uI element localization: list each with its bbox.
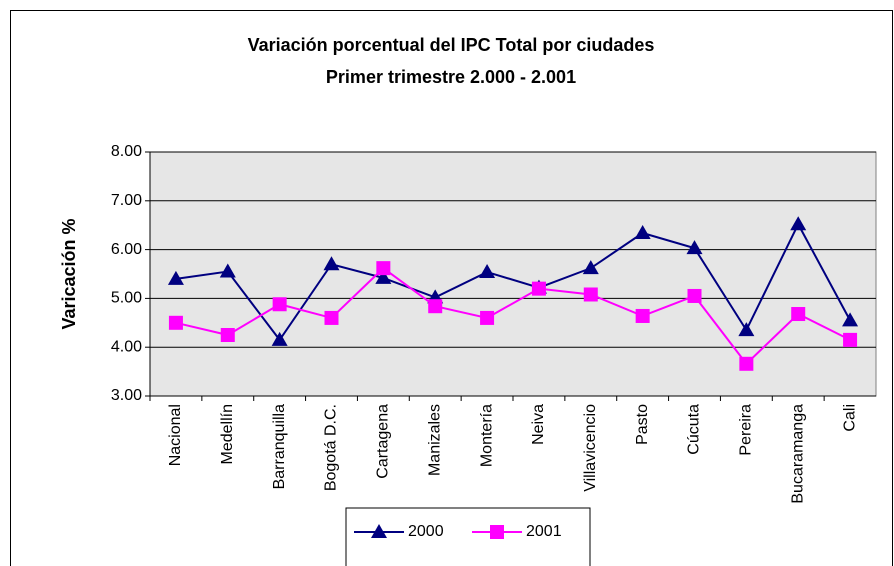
- marker: [634, 225, 651, 240]
- marker: [219, 263, 236, 278]
- plot-area: [149, 151, 877, 397]
- marker: [479, 264, 496, 279]
- marker: [686, 240, 703, 255]
- marker: [739, 356, 754, 371]
- marker: [272, 297, 287, 312]
- x-tick-label: Manizales: [426, 404, 443, 476]
- series-line: [175, 222, 851, 342]
- legend-marker: [371, 524, 387, 538]
- y-tick-label: 3.00: [111, 387, 142, 404]
- x-tick-label: Bogotá D.C.: [323, 404, 340, 491]
- x-tick-label: Montería: [478, 404, 495, 467]
- legend-marker: [490, 525, 504, 539]
- marker: [323, 256, 340, 271]
- y-tick-label: 5.00: [111, 290, 142, 307]
- x-tick-label: Bucaramanga: [789, 404, 806, 504]
- marker: [324, 310, 339, 325]
- marker: [843, 332, 858, 347]
- x-tick-label: Villavicencio: [582, 404, 599, 492]
- x-tick-label: Nacional: [167, 404, 184, 466]
- x-tick-label: Neiva: [530, 404, 547, 445]
- marker: [842, 312, 859, 327]
- x-tick-label: Cali: [841, 404, 858, 432]
- legend-box: [345, 507, 591, 566]
- legend-label: 2000: [408, 523, 444, 540]
- x-tick-label: Pereira: [738, 404, 755, 456]
- series-line: [175, 266, 851, 366]
- marker: [376, 261, 391, 276]
- marker: [168, 315, 183, 330]
- legend-label: 2001: [526, 523, 562, 540]
- marker: [375, 269, 392, 284]
- x-tick-label: Cartagena: [375, 404, 392, 479]
- marker: [480, 310, 495, 325]
- marker: [167, 270, 184, 285]
- marker: [738, 322, 755, 337]
- y-axis-label: Varicación %: [59, 218, 79, 329]
- marker: [583, 287, 598, 302]
- marker: [790, 216, 807, 231]
- y-tick-label: 7.00: [111, 192, 142, 209]
- x-tick-label: Pasto: [634, 404, 651, 445]
- marker: [428, 299, 443, 314]
- y-tick-label: 8.00: [111, 143, 142, 160]
- marker: [582, 260, 599, 275]
- marker: [271, 331, 288, 346]
- x-tick-label: Barranquilla: [271, 404, 288, 489]
- marker: [531, 281, 546, 296]
- y-tick-label: 6.00: [111, 241, 142, 258]
- marker: [791, 307, 806, 322]
- marker: [220, 328, 235, 342]
- chart-title: Variación porcentual del IPC Total por c…: [248, 35, 655, 55]
- x-tick-label: Cúcuta: [686, 404, 703, 455]
- y-tick-label: 4.00: [111, 338, 142, 355]
- chart-subtitle: Primer trimestre 2.000 - 2.001: [326, 67, 576, 87]
- marker: [635, 308, 650, 323]
- x-tick-label: Medellín: [219, 404, 236, 464]
- marker: [687, 288, 702, 303]
